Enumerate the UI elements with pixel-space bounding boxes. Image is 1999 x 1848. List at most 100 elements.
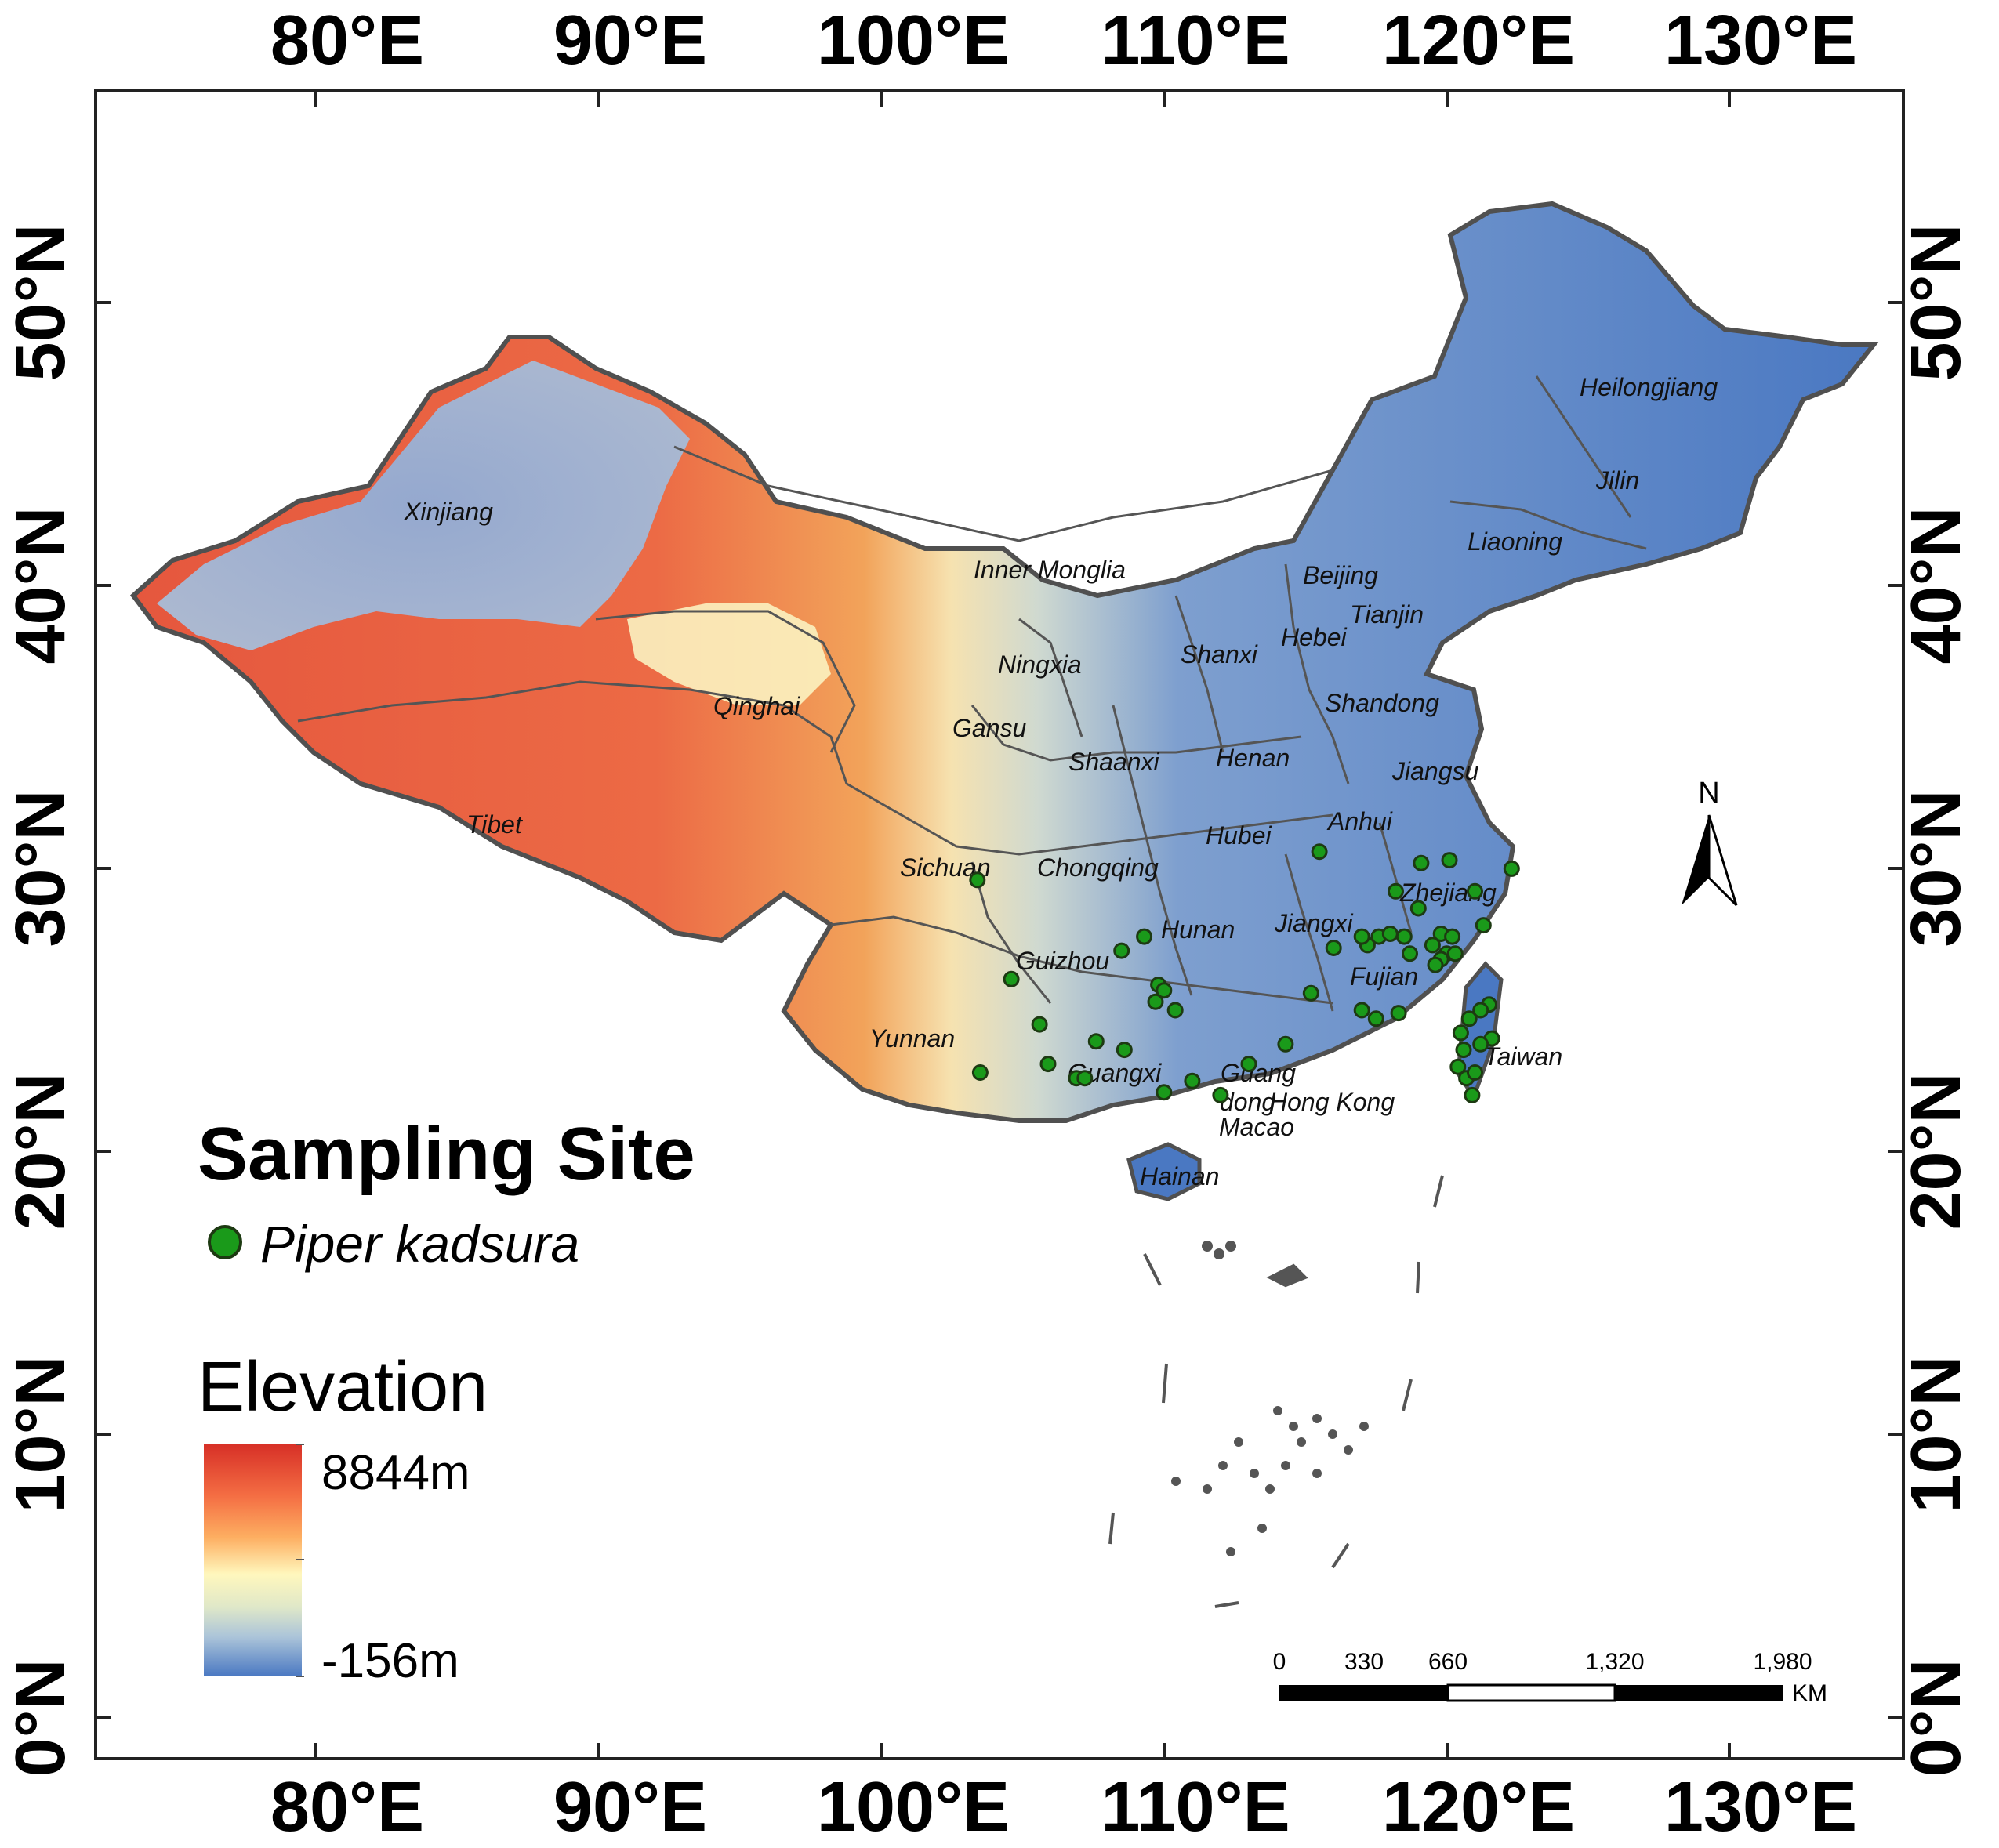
scale-bar: 0 330 660 1,320 1,980 KM [1273,1649,1827,1706]
sampling-site-marker [1446,945,1464,962]
province-label: dong [1220,1088,1275,1116]
province-label: Hubei [1206,821,1272,850]
sampling-site-marker [1240,1056,1257,1073]
south-china-sea-islands [1108,1175,1444,1608]
sampling-site-marker [1147,993,1164,1010]
province-label: Shaanxi [1068,748,1160,776]
province-label: Shanxi [1181,640,1258,669]
sampling-site-marker [1452,1024,1469,1042]
province-label: Guang [1221,1059,1296,1087]
hainan-island [1126,1142,1202,1201]
sampling-site-marker [1381,926,1399,942]
lon-label: 110°E [1101,2,1290,80]
legend-species: Piper kadsura [260,1215,579,1273]
sampling-site-marker [1464,1086,1481,1103]
sampling-site-marker [969,871,986,889]
province-label: Hunan [1161,915,1235,944]
scale-tick: 330 [1344,1649,1384,1675]
sampling-sites [969,843,1520,1103]
sampling-site-marker [1031,1016,1048,1033]
sampling-site-marker [1444,928,1461,945]
sampling-site-marker [1503,860,1520,877]
province-label: Yunnan [869,1024,955,1053]
province-label: Chongqing [1037,853,1159,882]
top-lon-labels: 80°E 90°E 100°E 110°E 120°E 130°E [270,2,1857,80]
province-label: Ningxia [998,650,1082,679]
left-lat-labels: 0°N 10°N 20°N 30°N 40°N 50°N [2,223,80,1777]
sampling-site-marker [1003,970,1020,987]
sampling-site-marker [1113,942,1130,959]
province-labels: Xinjiang Tibet Qinghai Gansu Inner Mongl… [403,373,1718,1190]
province-label: Macao [1219,1113,1294,1141]
sampling-site-marker [1302,984,1319,1002]
scale-tick: 660 [1428,1649,1468,1675]
scale-tick: 0 [1273,1649,1286,1675]
sampling-site-marker [1166,1002,1184,1019]
sampling-site-marker [1212,1086,1229,1103]
sampling-site-marker [1136,928,1153,945]
sampling-site-marker [1325,940,1342,956]
sampling-site-marker [1039,1056,1057,1073]
province-label: Qinghai [713,692,800,720]
province-label: Jiangsu [1391,757,1479,785]
province-label: Anhui [1326,807,1393,835]
sampling-site-marker [1460,1010,1478,1027]
legend-title: Sampling Site [198,1112,695,1196]
lat-label: 40°N [1897,506,1975,664]
sampling-site-marker [1427,956,1444,973]
sampling-site-marker [1395,928,1413,945]
lat-label: 20°N [1897,1072,1975,1230]
province-label: Hainan [1140,1162,1219,1190]
province-label: Taiwan [1484,1042,1562,1071]
elevation-colorbar [204,1444,302,1676]
lat-label: 50°N [2,223,80,381]
sampling-site-marker [1156,982,1173,999]
province-label: Inner Monglia [974,556,1126,584]
province-label: Shandong [1325,689,1439,717]
north-arrow-icon [1682,815,1709,905]
sampling-site-marker [1353,1002,1370,1019]
lon-label: 120°E [1382,1768,1575,1846]
sampling-site-marker [1076,1070,1094,1087]
province-label: Heilongjiang [1580,373,1718,401]
sampling-site-marker [1367,1010,1384,1027]
sampling-site-marker [1449,1058,1467,1075]
lon-label: 130°E [1664,1768,1857,1846]
sampling-site-marker [1388,882,1404,900]
north-label: N [1698,777,1719,810]
sampling-site-marker [1311,843,1328,861]
lon-label: 90°E [553,1768,707,1846]
province-label: Jiangxi [1274,909,1354,937]
lon-label: 100°E [817,1768,1010,1846]
lat-label: 0°N [1897,1658,1975,1777]
lon-label: 80°E [270,1768,424,1846]
elevation-max-label: 8844m [321,1446,470,1500]
lat-label: 40°N [2,506,80,664]
province-label: Liaoning [1468,527,1562,556]
scale-tick: 1,320 [1585,1649,1644,1675]
sampling-site-marker [1472,1035,1489,1053]
legend-marker-icon [208,1225,242,1259]
sampling-site-marker [1156,1084,1173,1101]
province-label: Tianjin [1350,600,1424,629]
elevation-legend: Elevation 8844m -156m [198,1348,488,1688]
sampling-legend: Sampling Site Piper kadsura [198,1112,695,1273]
province-label: Guizhou [1016,947,1109,975]
china-landmass [129,201,1879,1201]
lon-label: 120°E [1382,2,1575,80]
lat-label: 50°N [1897,223,1975,381]
axis-ticks [96,91,1903,1759]
sampling-site-marker [1413,854,1430,871]
sampling-site-marker [1402,945,1418,962]
sampling-site-marker [1277,1035,1294,1053]
lat-label: 20°N [2,1072,80,1230]
elevation-title: Elevation [198,1348,488,1426]
province-label: Jilin [1595,466,1639,495]
sampling-site-marker [1353,928,1370,945]
sampling-site-marker [1475,917,1492,934]
lon-label: 100°E [817,2,1010,80]
province-label: Fujian [1350,962,1418,991]
province-label: Beijing [1303,561,1378,589]
sampling-site-marker [1472,1002,1489,1019]
